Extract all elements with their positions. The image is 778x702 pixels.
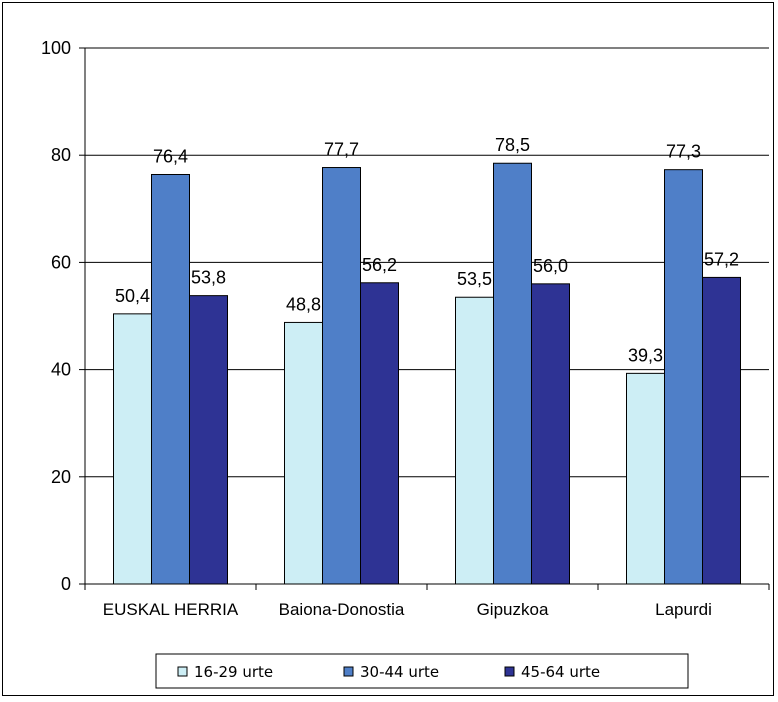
bar bbox=[455, 296, 494, 585]
category-label: Lapurdi bbox=[655, 600, 712, 619]
bar-chart: 0 20 40 60 80 100 EUSKAL HERRIA Baiona-Donosti… bbox=[41, 38, 770, 689]
data-label: 53,8 bbox=[191, 268, 226, 288]
category-label: Baiona-Donostia bbox=[279, 600, 405, 619]
legend-label: 16-29 urte bbox=[194, 663, 273, 681]
data-label: 77,7 bbox=[324, 140, 359, 160]
data-label: 53,5 bbox=[457, 269, 492, 289]
data-label: 77,3 bbox=[666, 142, 701, 162]
data-label: 76,4 bbox=[153, 146, 188, 166]
legend-label: 45-64 urte bbox=[521, 663, 600, 681]
data-label: 50,4 bbox=[115, 286, 150, 306]
bar bbox=[322, 167, 361, 585]
bar bbox=[531, 283, 570, 585]
data-label: 78,5 bbox=[495, 135, 530, 155]
bar bbox=[702, 276, 741, 585]
bar bbox=[360, 282, 399, 585]
data-labels: 50,4 76,4 53,8 48,8 77,7 56,2 53,5 78,5 56,0 39,3… bbox=[115, 135, 739, 365]
bar bbox=[189, 295, 228, 585]
bar bbox=[113, 313, 152, 585]
data-label: 48,8 bbox=[286, 294, 321, 314]
y-tick-label: 20 bbox=[51, 467, 71, 487]
y-tick-label: 100 bbox=[41, 38, 71, 58]
bar bbox=[664, 169, 703, 585]
y-tick-label: 80 bbox=[51, 145, 71, 165]
data-label: 39,3 bbox=[628, 345, 663, 365]
category-label: EUSKAL HERRIA bbox=[103, 600, 239, 619]
legend-swatch bbox=[504, 666, 515, 677]
y-tick-label: 40 bbox=[51, 360, 71, 380]
bar bbox=[284, 321, 323, 585]
y-tick-label: 0 bbox=[61, 574, 71, 594]
bars bbox=[113, 162, 741, 585]
data-label: 56,2 bbox=[362, 255, 397, 275]
bar bbox=[151, 173, 190, 585]
bar bbox=[493, 162, 532, 585]
legend-box bbox=[155, 653, 689, 689]
bar bbox=[626, 372, 665, 585]
legend-swatch bbox=[343, 666, 354, 677]
y-tick-label: 60 bbox=[51, 252, 71, 272]
category-labels: EUSKAL HERRIA Baiona-Donostia Gipuzkoa Lapu… bbox=[103, 600, 712, 619]
data-label: 56,0 bbox=[533, 256, 568, 276]
category-label: Gipuzkoa bbox=[477, 600, 549, 619]
data-label: 57,2 bbox=[704, 249, 739, 269]
y-tick-labels: 0 20 40 60 80 100 bbox=[41, 38, 71, 594]
axes bbox=[79, 47, 770, 590]
legend-swatch bbox=[177, 666, 188, 677]
legend-label: 30-44 urte bbox=[360, 663, 439, 681]
legend: 16-29 urte 30-44 urte 45-64 urte bbox=[155, 653, 689, 689]
